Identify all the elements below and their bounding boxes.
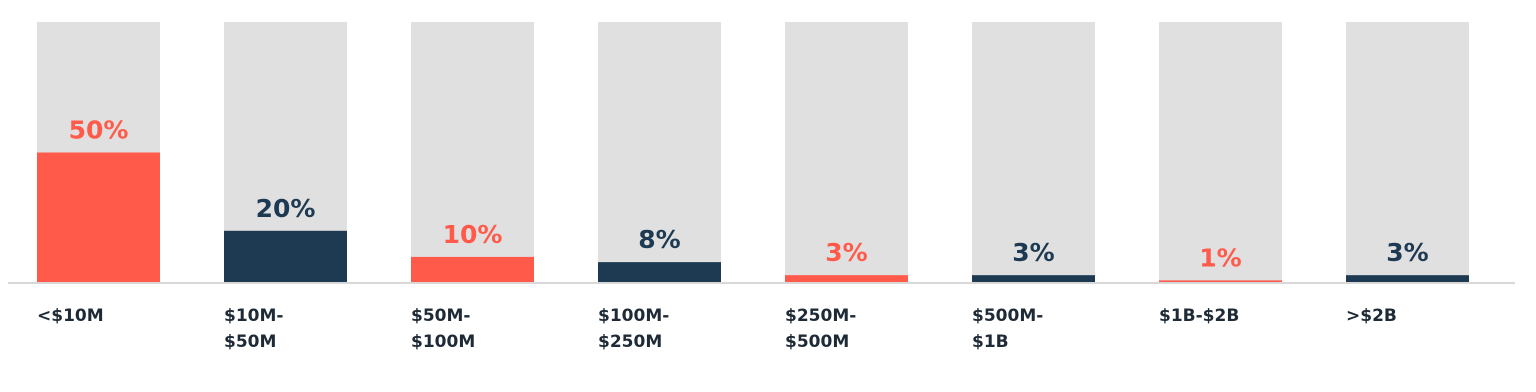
x-tick-label: $50M- $100M [411,306,476,352]
value-label: 10% [443,220,503,249]
x-tick-label: $1B-$2B [1159,306,1240,326]
bar [598,262,721,283]
value-label: 3% [1386,238,1428,267]
value-label: 20% [256,194,316,223]
bar-background [1159,22,1282,283]
x-tick-label: $500M- $1B [972,306,1044,352]
value-label: 50% [69,116,129,145]
bar [411,256,534,283]
x-tick-label: $100M- $250M [598,306,670,352]
bar-background [972,22,1095,283]
bar [1159,280,1282,283]
value-label: 3% [825,238,867,267]
bar-background [411,22,534,283]
bar [972,275,1095,283]
value-label: 1% [1199,243,1241,272]
bar-background [785,22,908,283]
x-tick-label: $10M- $50M [224,306,284,352]
value-label: 8% [638,225,680,254]
bar [1346,275,1469,283]
bar-background [598,22,721,283]
x-tick-label: $250M- $500M [785,306,857,352]
x-tick-label: >$2B [1346,306,1397,326]
bar [224,230,347,283]
bar-background [1346,22,1469,283]
x-tick-label: <$10M [37,306,104,326]
value-label: 3% [1012,238,1054,267]
bar [785,275,908,283]
bar [37,152,160,283]
